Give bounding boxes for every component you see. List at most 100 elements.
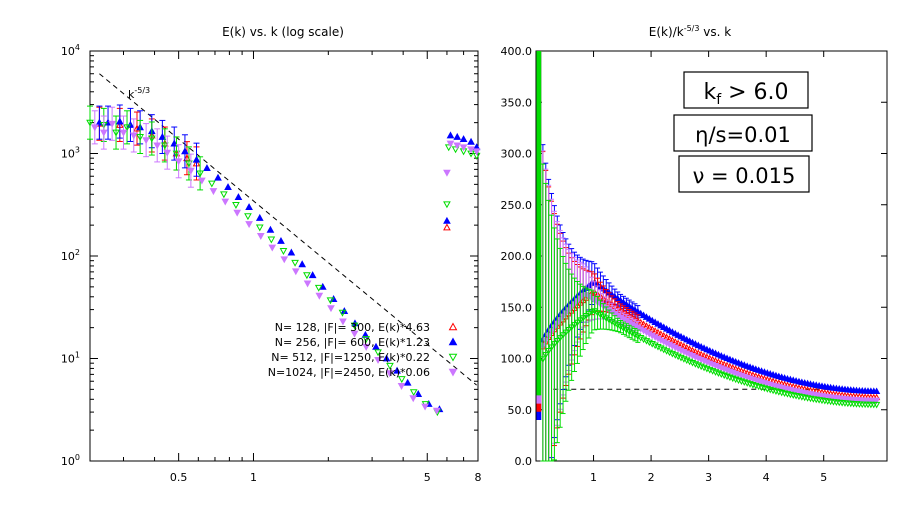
data-point	[625, 328, 633, 336]
data-point	[220, 191, 228, 199]
x-tick-label: 5	[424, 471, 431, 484]
data-point	[187, 167, 195, 175]
data-point	[115, 117, 124, 125]
annotation-kf: kf > 6.0	[703, 80, 788, 108]
y-tick-label: 300.0	[501, 148, 533, 161]
data-point	[266, 225, 275, 233]
data-point	[207, 180, 216, 188]
data-point	[443, 223, 451, 231]
data-point	[685, 358, 694, 366]
data-point	[136, 134, 144, 141]
data-point	[303, 272, 311, 280]
x-tick-label: 3	[705, 471, 712, 484]
data-point	[160, 142, 169, 150]
data-point	[579, 315, 587, 322]
data-point	[315, 292, 324, 300]
right-title: E(k)/k-5/3 vs. k	[649, 24, 731, 39]
left-ticks: 100 101 102 103 104 0.5 1 5 8	[61, 43, 482, 484]
data-point	[872, 387, 881, 395]
data-point	[203, 164, 211, 172]
right-series	[536, 51, 881, 462]
data-point	[472, 148, 481, 156]
data-point	[255, 224, 264, 232]
y-tick-label: 150.0	[501, 301, 533, 314]
data-point	[459, 135, 468, 143]
data-point	[619, 325, 628, 333]
data-point	[393, 366, 401, 374]
data-point	[639, 336, 648, 344]
data-point	[872, 401, 881, 409]
data-point	[662, 348, 671, 355]
data-point	[446, 140, 455, 148]
data-point	[872, 397, 881, 405]
data-point	[446, 131, 455, 139]
data-point	[86, 119, 94, 127]
y-tick-label: 350.0	[501, 96, 533, 109]
legend-marker	[448, 353, 458, 362]
data-point	[688, 359, 697, 367]
data-point	[665, 349, 674, 357]
data-point	[209, 188, 218, 196]
data-point	[372, 342, 380, 350]
data-point	[277, 236, 285, 244]
data-point	[459, 144, 468, 152]
data-point	[680, 356, 688, 363]
data-point	[453, 132, 462, 140]
legend-marker	[448, 322, 458, 331]
data-point	[256, 233, 265, 240]
data-point	[599, 313, 607, 321]
data-point	[142, 137, 150, 145]
data-point	[657, 345, 665, 352]
legend-label: N= 128, |F|= 300, E(k)*4.63	[275, 321, 430, 334]
y-tick-label: 102	[61, 248, 80, 263]
left-series-3	[90, 106, 481, 415]
data-point	[582, 313, 590, 320]
data-point	[386, 362, 394, 370]
legend-marker	[448, 368, 458, 377]
data-point	[163, 149, 172, 157]
data-point	[327, 305, 335, 313]
data-point	[196, 170, 204, 178]
data-point	[339, 318, 347, 326]
data-point	[645, 339, 654, 347]
y-tick-label: 400.0	[501, 45, 533, 58]
data-point	[622, 327, 630, 334]
data-point	[255, 213, 264, 221]
data-point	[637, 335, 645, 342]
x-tick-label: 2	[648, 471, 655, 484]
x-tick-label: 8	[475, 471, 482, 484]
data-point	[298, 260, 307, 268]
data-point	[677, 354, 685, 362]
data-point	[326, 297, 335, 305]
data-point	[642, 338, 651, 345]
data-point	[314, 284, 323, 292]
data-point	[233, 209, 242, 217]
data-point	[634, 333, 642, 341]
data-point	[245, 203, 253, 210]
data-point	[280, 256, 289, 264]
x-tick-label: 1	[250, 471, 257, 484]
data-point	[244, 213, 252, 221]
data-point	[362, 336, 371, 344]
data-point	[616, 323, 625, 331]
data-point	[181, 147, 189, 155]
data-point	[570, 322, 579, 329]
data-point	[576, 317, 584, 324]
right-ticks: 0.0 50.0 100.0 150.0 200.0 250.0 300.0 350.0 400…	[501, 45, 887, 484]
y-tick-label: 104	[61, 43, 80, 58]
x-tick-label: 5	[820, 471, 827, 484]
y-tick-label: 100.0	[501, 353, 533, 366]
y-tick-label: 0.0	[515, 455, 533, 468]
left-title: E(k) vs. k (log scale)	[222, 25, 344, 39]
data-point	[350, 322, 359, 330]
data-point	[172, 150, 181, 158]
data-point	[668, 350, 677, 358]
data-point	[421, 403, 429, 411]
data-point	[409, 389, 418, 397]
y-tick-label: 200.0	[501, 250, 533, 263]
data-point	[308, 271, 317, 279]
data-point	[591, 308, 599, 315]
data-point	[90, 124, 99, 132]
data-point	[303, 280, 312, 288]
